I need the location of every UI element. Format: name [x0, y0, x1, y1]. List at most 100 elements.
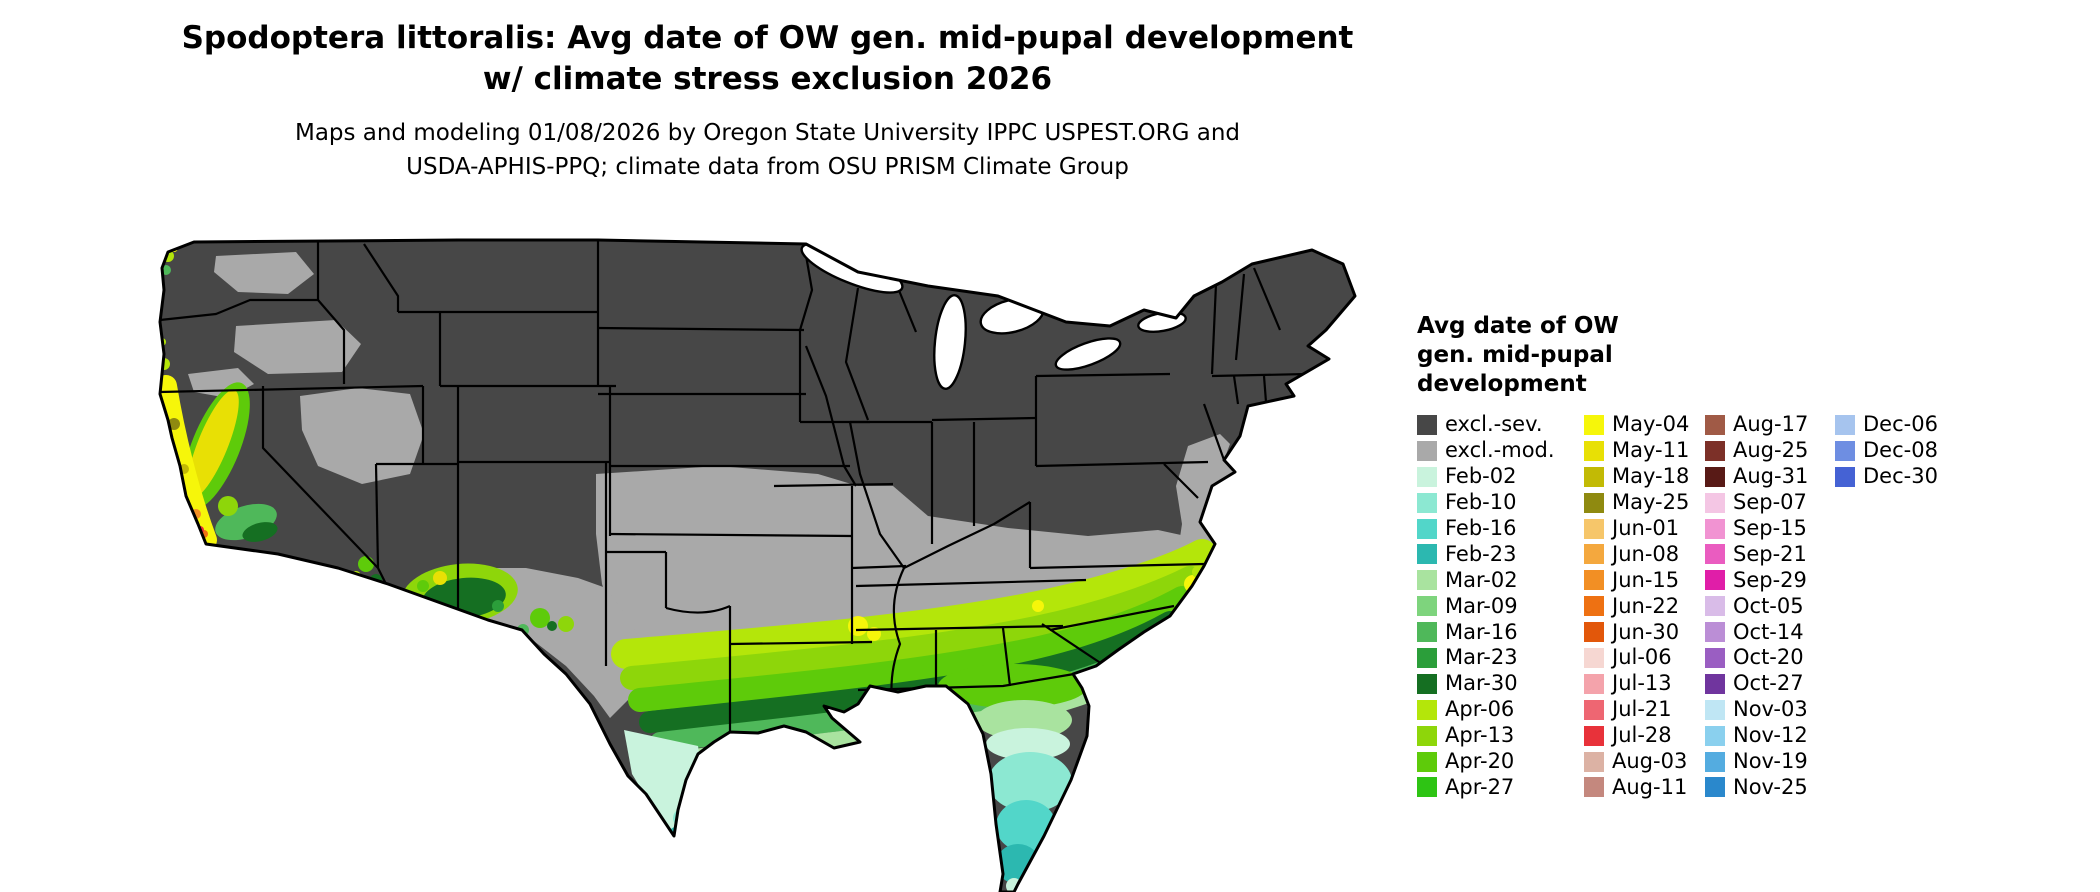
legend-item: Sep-07 [1705, 490, 1808, 516]
legend-color-swatch [1584, 622, 1604, 643]
legend-item: Apr-06 [1417, 697, 1555, 723]
legend-item: Aug-31 [1705, 464, 1808, 490]
legend-color-swatch [1705, 725, 1725, 746]
legend-item: Apr-20 [1417, 749, 1555, 775]
legend-color-swatch [1705, 570, 1725, 591]
legend-label: Feb-16 [1445, 516, 1517, 540]
legend-color-swatch [1705, 699, 1725, 720]
legend-item: Nov-19 [1705, 749, 1808, 775]
legend-color-swatch [1584, 466, 1604, 487]
legend-item: Dec-08 [1835, 438, 1938, 464]
legend-label: Sep-07 [1733, 490, 1807, 515]
legend-label: May-25 [1612, 490, 1690, 515]
legend-label: Jun-22 [1612, 593, 1680, 618]
figure-subtitle: Maps and modeling 01/08/2026 by Oregon S… [0, 116, 1535, 184]
legend-item: Jun-15 [1584, 567, 1689, 593]
legend-color-swatch [1417, 751, 1437, 772]
legend-item: Jul-06 [1584, 645, 1689, 671]
legend-color-swatch [1584, 544, 1604, 565]
legend-item: Nov-03 [1705, 697, 1808, 723]
legend-color-swatch [1584, 414, 1604, 435]
legend-color-swatch [1584, 751, 1604, 772]
legend-color-swatch [1417, 414, 1437, 435]
legend-color-swatch [1584, 777, 1604, 798]
legend-label: Nov-19 [1733, 749, 1808, 774]
legend-label: Jun-01 [1612, 516, 1680, 540]
legend-color-swatch [1417, 544, 1437, 565]
legend-label: Jun-15 [1612, 567, 1680, 592]
legend-label: Apr-13 [1445, 723, 1515, 748]
legend-color-swatch [1417, 466, 1437, 487]
legend-label: Aug-17 [1733, 412, 1809, 437]
legend-color-swatch [1705, 596, 1725, 617]
legend-column: excl.-sev. excl.-mod. Feb-02 Feb-10 Feb-16 Fe… [1417, 412, 1555, 800]
legend-color-swatch [1417, 699, 1437, 720]
legend-item: Oct-14 [1705, 619, 1808, 645]
legend-label: Oct-20 [1733, 645, 1804, 670]
us-map-svg [158, 238, 1357, 892]
legend-label: Nov-03 [1733, 697, 1808, 722]
legend-label: Nov-25 [1733, 774, 1808, 799]
legend-label: Jun-08 [1612, 541, 1680, 566]
legend-item: Jul-28 [1584, 723, 1689, 749]
legend-label: Dec-08 [1863, 438, 1938, 463]
legend-title-line2: gen. mid-pupal [1417, 342, 1613, 368]
legend-item: Nov-25 [1705, 774, 1808, 800]
legend-column: Dec-06 Dec-08 Dec-30 [1835, 412, 1938, 490]
legend-color-swatch [1417, 596, 1437, 617]
legend-color-swatch [1417, 570, 1437, 591]
legend-color-swatch [1705, 492, 1725, 513]
legend-label: excl.-mod. [1445, 438, 1555, 463]
legend-color-swatch [1584, 725, 1604, 746]
legend-label: Sep-29 [1733, 567, 1807, 592]
legend-item: Feb-10 [1417, 490, 1555, 516]
legend-item: excl.-mod. [1417, 438, 1555, 464]
legend-item: Jun-08 [1584, 541, 1689, 567]
legend-label: Mar-30 [1445, 671, 1518, 696]
legend-item: Oct-27 [1705, 671, 1808, 697]
legend-label: Mar-09 [1445, 593, 1518, 618]
legend-color-swatch [1417, 777, 1437, 798]
legend-item: Jul-21 [1584, 697, 1689, 723]
legend-color-swatch [1705, 414, 1725, 435]
legend-label: Oct-27 [1733, 671, 1804, 696]
legend-color-swatch [1417, 440, 1437, 461]
legend-item: Oct-05 [1705, 593, 1808, 619]
legend-item: May-04 [1584, 412, 1689, 438]
legend-title-line1: Avg date of OW [1417, 313, 1619, 339]
legend-label: Mar-16 [1445, 619, 1518, 644]
legend-label: Jul-06 [1612, 645, 1672, 670]
legend-item: Mar-16 [1417, 619, 1555, 645]
legend-item: Aug-11 [1584, 774, 1689, 800]
legend-label: Mar-23 [1445, 645, 1518, 670]
legend-label: Sep-15 [1733, 516, 1807, 540]
legend-color-swatch [1417, 492, 1437, 513]
legend-column: May-04 May-11 May-18 May-25 Jun-01 Jun-08 Jun-… [1584, 412, 1689, 800]
legend-color-swatch [1417, 647, 1437, 668]
legend-item: Dec-30 [1835, 464, 1938, 490]
legend-label: Feb-02 [1445, 464, 1517, 489]
legend-color-swatch [1584, 699, 1604, 720]
legend-color-swatch [1705, 440, 1725, 461]
legend-label: Jul-28 [1612, 723, 1672, 748]
legend-item: Jun-30 [1584, 619, 1689, 645]
legend-color-swatch [1417, 673, 1437, 694]
legend-item: Apr-13 [1417, 723, 1555, 749]
legend-label: Feb-23 [1445, 541, 1517, 566]
legend-item: Feb-16 [1417, 516, 1555, 542]
legend-label: Aug-25 [1733, 438, 1809, 463]
legend-label: May-11 [1612, 438, 1690, 463]
figure-title: Spodoptera littoralis: Avg date of OW ge… [0, 18, 1535, 100]
legend-item: Dec-06 [1835, 412, 1938, 438]
legend-item: Jul-13 [1584, 671, 1689, 697]
legend-item: Aug-17 [1705, 412, 1808, 438]
legend-label: Aug-31 [1733, 464, 1809, 489]
legend-item: excl.-sev. [1417, 412, 1555, 438]
legend-color-swatch [1705, 673, 1725, 694]
legend-label: Apr-27 [1445, 774, 1515, 799]
legend-label: Apr-06 [1445, 697, 1515, 722]
legend-color-swatch [1705, 751, 1725, 772]
legend-label: Aug-03 [1612, 749, 1688, 774]
legend-color-swatch [1584, 570, 1604, 591]
legend-column: Aug-17 Aug-25 Aug-31 Sep-07 Sep-15 Sep-21 Sep-… [1705, 412, 1808, 800]
